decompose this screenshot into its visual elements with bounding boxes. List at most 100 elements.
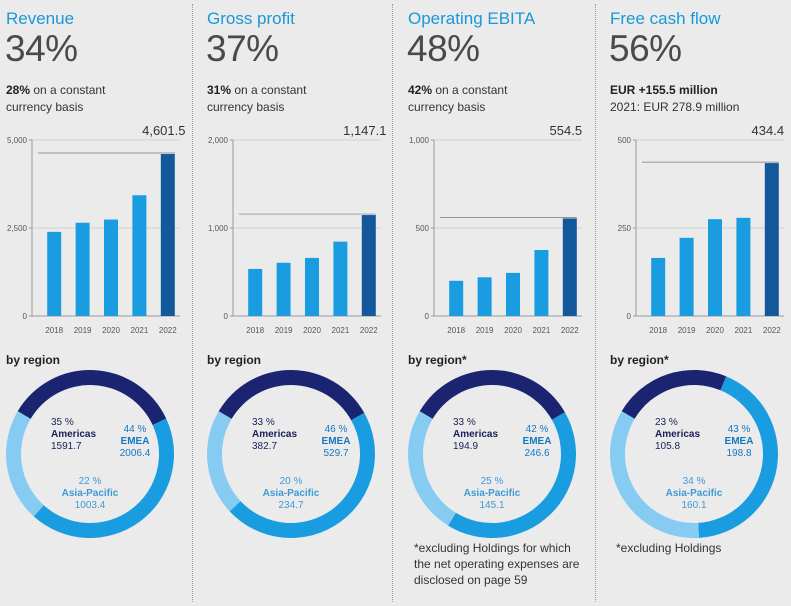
panel-gross-profit: Gross profit 37% 31% on a constant curre… [201, 0, 396, 606]
growth-figure: 56% [609, 28, 682, 69]
bar [708, 219, 722, 316]
bar-chart-revenue: 0 2,500 5,000 2018 2019 2020 2021 2022 4,601.5 [7, 123, 186, 335]
y-tick-label: 0 [627, 312, 632, 321]
region-percent: 23 % [655, 417, 678, 428]
region-percent: 22 % [79, 476, 102, 487]
panel-free-cash-flow: Free cash flow 56% EUR +155.5 million 20… [604, 0, 791, 606]
donut-slice [6, 411, 44, 517]
region-value: 234.7 [278, 500, 303, 511]
bar [449, 280, 464, 316]
bar [679, 237, 694, 316]
region-value: 246.6 [524, 448, 549, 459]
x-tick-label: 2019 [476, 326, 494, 335]
bar-chart-gross-profit: 0 1,000 2,000 2018 2019 2020 2021 2022 1,147.1 [208, 123, 387, 335]
y-tick-label: 1,000 [409, 136, 430, 145]
bar [736, 217, 751, 316]
x-tick-label: 2022 [360, 326, 378, 335]
x-tick-label: 2021 [533, 326, 551, 335]
donut-slice [698, 376, 778, 538]
region-percent: 33 % [252, 417, 275, 428]
region-percent: 43 % [728, 424, 751, 435]
x-tick-label: 2021 [131, 326, 149, 335]
bar [305, 257, 319, 316]
x-tick-label: 2021 [735, 326, 753, 335]
region-percent: 34 % [683, 476, 706, 487]
panel-title: Gross profit [207, 9, 295, 28]
region-name: EMEA [322, 436, 351, 447]
region-value: 382.7 [252, 441, 277, 452]
bar [160, 154, 175, 316]
bar [104, 219, 118, 316]
region-name: Asia-Pacific [464, 488, 521, 499]
region-percent: 25 % [481, 476, 504, 487]
donut-slice [218, 370, 365, 421]
donut-slice [33, 418, 175, 538]
panel-title: Revenue [6, 9, 75, 28]
bar [506, 272, 520, 316]
donut-slice [621, 370, 727, 419]
region-value: 194.9 [453, 441, 478, 452]
x-tick-label: 2018 [45, 326, 63, 335]
subtext-bold: 31% [207, 83, 232, 97]
growth-figure: 48% [407, 28, 480, 69]
panel-divider [192, 4, 193, 602]
subtext-line2: currency basis [6, 100, 84, 114]
region-label: by region [207, 353, 262, 367]
donut-slice [408, 411, 456, 526]
region-name: Americas [453, 429, 498, 440]
y-tick-label: 0 [23, 312, 28, 321]
region-name: Americas [252, 429, 297, 440]
x-tick-label: 2020 [303, 326, 321, 335]
region-value: 2006.4 [120, 448, 151, 459]
callout-value: 4,601.5 [142, 123, 185, 138]
bar [764, 163, 779, 316]
subtext-rest: on a constant [432, 83, 508, 97]
callout-value: 554.5 [550, 123, 583, 138]
donut-slice [610, 411, 700, 538]
subtext-bold: 28% [6, 83, 31, 97]
bar [248, 268, 263, 316]
bar [75, 222, 90, 316]
region-percent: 42 % [526, 424, 549, 435]
y-tick-label: 2,500 [7, 224, 28, 233]
bar [276, 262, 291, 316]
x-tick-label: 2022 [159, 326, 177, 335]
bar [477, 277, 492, 316]
growth-figure: 34% [5, 28, 78, 69]
x-tick-label: 2020 [504, 326, 522, 335]
region-label: by region* [408, 353, 467, 367]
y-tick-label: 0 [224, 312, 229, 321]
region-name: Americas [51, 429, 96, 440]
region-label: by region* [610, 353, 669, 367]
x-tick-label: 2020 [706, 326, 724, 335]
region-percent: 20 % [280, 476, 303, 487]
subtext-bold: EUR +155.5 million [610, 83, 718, 97]
region-name: Americas [655, 429, 700, 440]
region-name: EMEA [725, 436, 754, 447]
region-value: 1003.4 [75, 500, 106, 511]
panel-revenue: Revenue 34% 28% on a constant currency b… [0, 0, 195, 606]
growth-subtext: EUR +155.5 million 2021: EUR 278.9 milli… [610, 82, 739, 116]
x-tick-label: 2021 [332, 326, 350, 335]
subtext-line2: 2021: EUR 278.9 million [610, 100, 740, 114]
region-name: Asia-Pacific [263, 488, 320, 499]
region-value: 529.7 [323, 448, 348, 459]
panel-operating-ebita: Operating EBITA 48% 42% on a constant cu… [402, 0, 597, 606]
y-tick-label: 0 [425, 312, 430, 321]
x-tick-label: 2022 [763, 326, 781, 335]
subtext-line2: currency basis [408, 100, 486, 114]
bar [562, 218, 577, 316]
growth-subtext: 31% on a constant currency basis [207, 82, 306, 116]
growth-figure: 37% [206, 28, 279, 69]
region-label: by region [6, 353, 61, 367]
bar [651, 257, 666, 316]
donut-slice [419, 370, 565, 420]
footnote: *excluding Holdings [616, 541, 722, 555]
donut-slice [207, 411, 241, 512]
panel-title: Free cash flow [610, 9, 721, 28]
x-tick-label: 2020 [102, 326, 120, 335]
bar [534, 250, 549, 316]
